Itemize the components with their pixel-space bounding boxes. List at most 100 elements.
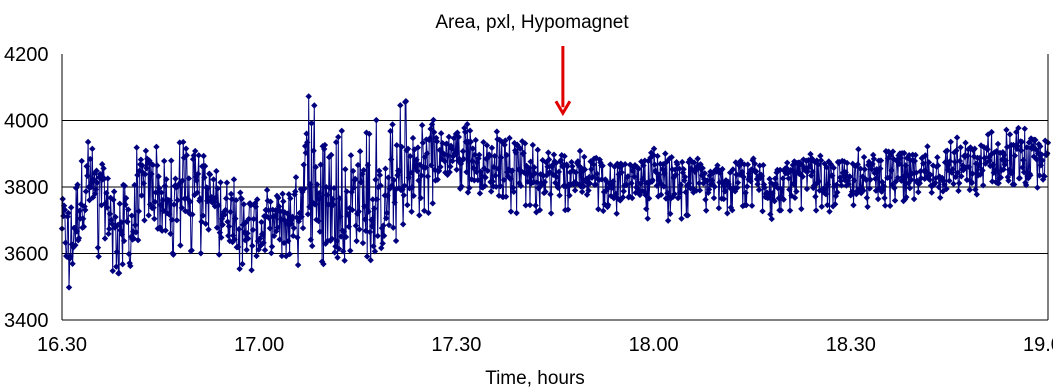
data-point xyxy=(568,158,575,166)
data-point xyxy=(134,236,142,244)
data-point xyxy=(719,179,727,186)
data-point xyxy=(1036,172,1043,179)
data-point xyxy=(158,189,165,196)
data-point xyxy=(108,220,116,228)
data-point xyxy=(896,160,903,168)
data-point xyxy=(751,160,759,167)
data-point xyxy=(774,184,782,192)
data-point xyxy=(547,191,554,198)
data-point xyxy=(891,197,899,204)
data-point xyxy=(399,221,407,228)
data-point xyxy=(270,232,278,240)
data-point xyxy=(224,218,231,225)
data-point xyxy=(437,130,445,137)
data-point xyxy=(966,186,973,194)
data-point xyxy=(868,166,876,173)
data-point xyxy=(854,161,861,168)
data-point xyxy=(252,203,260,210)
data-point xyxy=(237,189,244,196)
data-point xyxy=(692,166,699,174)
data-point xyxy=(201,162,209,170)
data-point xyxy=(79,215,87,222)
data-point xyxy=(310,147,317,154)
data-point xyxy=(855,185,863,193)
data-point xyxy=(1013,128,1020,136)
data-point xyxy=(94,244,102,251)
data-point xyxy=(1010,181,1018,188)
data-point xyxy=(722,188,729,195)
data-point xyxy=(139,169,147,177)
data-point xyxy=(1038,151,1045,158)
data-point xyxy=(949,166,957,173)
data-point xyxy=(679,169,687,176)
data-point xyxy=(202,220,209,227)
data-point xyxy=(689,185,696,192)
data-point xyxy=(95,253,102,260)
series-area-trace xyxy=(58,93,1052,291)
data-point xyxy=(528,180,535,187)
data-point xyxy=(236,265,243,273)
data-point xyxy=(552,159,560,167)
data-point xyxy=(824,201,831,209)
data-point xyxy=(784,170,792,177)
data-point xyxy=(201,174,208,181)
data-point xyxy=(390,224,397,231)
data-point xyxy=(306,203,313,211)
data-point xyxy=(881,194,888,202)
data-point xyxy=(793,188,800,195)
data-point xyxy=(657,191,665,198)
data-point xyxy=(572,169,579,176)
data-point xyxy=(905,180,912,187)
data-point xyxy=(575,162,582,169)
data-point xyxy=(1023,144,1031,151)
data-point xyxy=(1003,126,1010,134)
data-point xyxy=(74,181,81,188)
data-point xyxy=(753,175,761,183)
data-point xyxy=(225,232,232,240)
data-point xyxy=(941,159,949,166)
data-point xyxy=(358,178,365,185)
data-point xyxy=(775,195,782,202)
data-point xyxy=(416,212,423,219)
data-point xyxy=(833,181,840,189)
data-point xyxy=(303,130,310,137)
data-point xyxy=(480,138,487,146)
data-point xyxy=(178,204,186,212)
data-point xyxy=(997,174,1004,181)
data-point xyxy=(954,169,961,176)
data-point xyxy=(761,184,768,191)
data-point xyxy=(271,212,279,220)
data-point xyxy=(305,93,312,100)
data-point xyxy=(641,157,649,164)
data-point xyxy=(571,187,579,194)
data-point xyxy=(695,180,703,187)
data-point xyxy=(655,193,662,200)
data-point xyxy=(824,181,832,188)
data-point xyxy=(65,284,73,291)
data-point xyxy=(532,202,539,209)
data-point xyxy=(328,235,336,242)
data-point xyxy=(1011,152,1019,159)
data-point xyxy=(471,177,478,184)
data-point xyxy=(935,183,942,191)
data-point xyxy=(950,180,957,188)
data-point xyxy=(768,215,775,223)
data-point xyxy=(608,184,615,192)
data-point xyxy=(488,144,496,152)
data-point xyxy=(230,176,238,183)
data-point xyxy=(287,195,294,202)
data-point xyxy=(995,179,1002,187)
data-point xyxy=(1001,151,1008,159)
data-point xyxy=(365,208,372,215)
data-point xyxy=(436,146,443,154)
data-point xyxy=(113,248,121,255)
data-point xyxy=(484,167,491,174)
data-point xyxy=(217,179,224,186)
data-point xyxy=(472,136,479,144)
data-point xyxy=(350,184,357,191)
data-point xyxy=(433,138,441,145)
data-point xyxy=(145,212,152,219)
data-point xyxy=(188,247,195,254)
data-point xyxy=(1015,124,1022,132)
data-point xyxy=(490,163,498,171)
